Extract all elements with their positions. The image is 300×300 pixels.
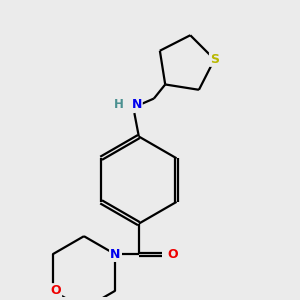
Text: O: O: [51, 284, 61, 297]
Text: H: H: [114, 98, 124, 111]
Text: S: S: [210, 53, 219, 66]
Text: O: O: [167, 248, 178, 261]
Text: N: N: [131, 98, 142, 111]
Text: N: N: [110, 248, 121, 261]
Text: N: N: [110, 248, 121, 261]
